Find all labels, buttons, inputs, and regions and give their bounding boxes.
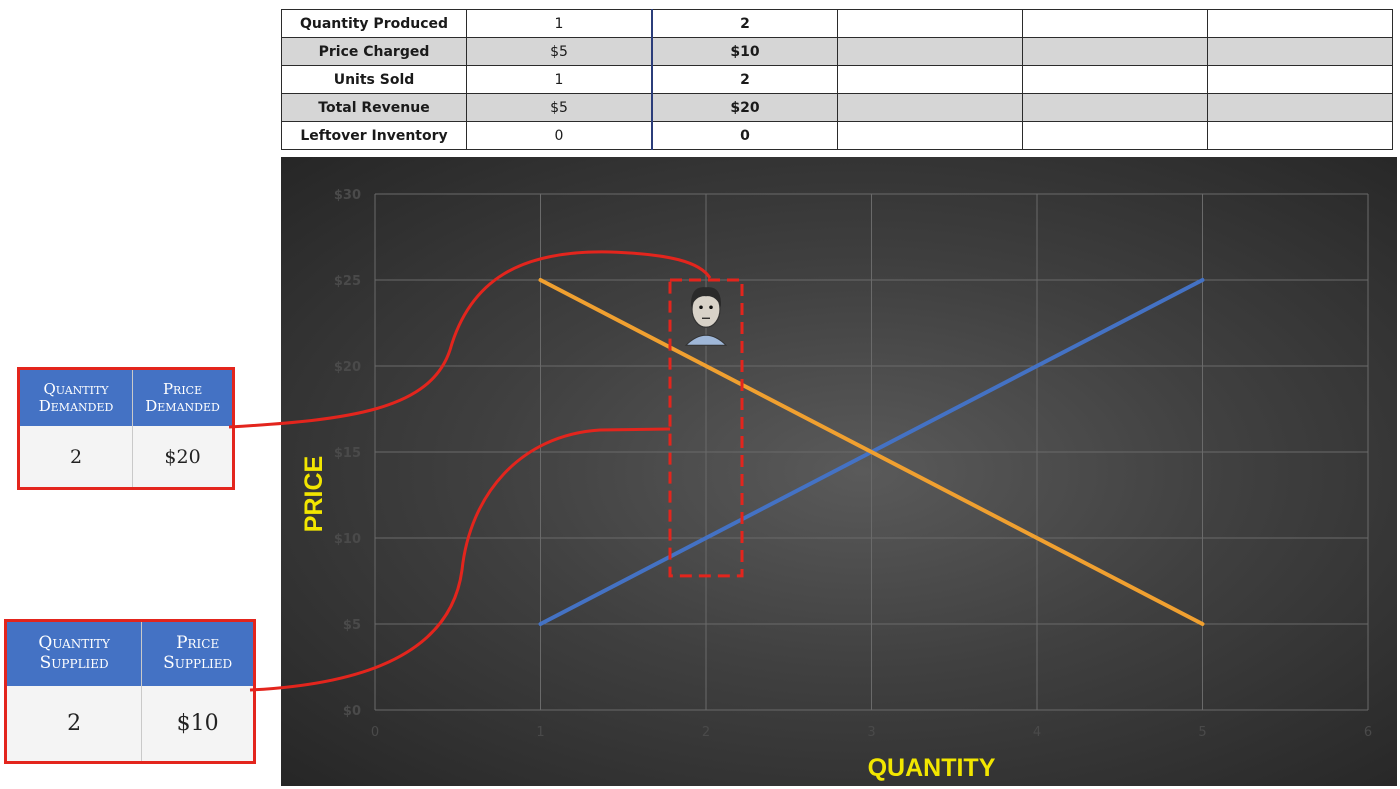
supply-table: Quantity Supplied Price Supplied 2 $10	[4, 619, 256, 764]
table-cell	[837, 37, 1023, 66]
row-label: Total Revenue	[281, 93, 467, 122]
table-cell	[837, 121, 1023, 150]
table-cell: 2	[651, 9, 838, 38]
y-tick-label: $25	[334, 274, 361, 289]
customer-eye-icon	[709, 305, 713, 310]
table-cell	[1207, 121, 1393, 150]
table-cell	[1022, 65, 1208, 94]
customer-eye-icon	[699, 305, 703, 310]
table-cell	[1022, 37, 1208, 66]
table-cell: $5	[466, 93, 653, 122]
row-label: Leftover Inventory	[281, 121, 467, 150]
x-tick-label: 0	[371, 725, 379, 740]
x-tick-label: 2	[702, 725, 710, 740]
quantity-demanded-value: 2	[20, 426, 134, 487]
table-cell	[1207, 9, 1393, 38]
quantity-supplied-value: 2	[7, 686, 143, 761]
highlight-dashed-box	[668, 278, 744, 578]
table-cell: 0	[651, 121, 838, 150]
y-tick-label: $10	[334, 532, 361, 547]
table-cell	[1207, 37, 1393, 66]
x-tick-label: 4	[1033, 725, 1041, 740]
price-supplied-value: $10	[141, 686, 253, 761]
table-cell	[837, 65, 1023, 94]
production-table: Quantity Produced 1 2 Price Charged $5 $10 Uni…	[281, 9, 1393, 150]
table-cell	[837, 93, 1023, 122]
table-cell	[1022, 93, 1208, 122]
y-axis-title: PRICE	[300, 456, 328, 532]
table-row: Leftover Inventory 0 0	[281, 121, 1393, 150]
y-tick-label: $0	[343, 704, 361, 719]
table-cell	[1207, 65, 1393, 94]
supply-demand-chart: 0 1 2 3 4 5 6 $0 $5 $10 $15 $20 $25 $30 QUANTITY PRICE	[281, 157, 1397, 786]
customer-shirt-icon	[684, 334, 728, 346]
table-cell	[1022, 9, 1208, 38]
table-row: Quantity Produced 1 2	[281, 9, 1393, 38]
x-axis-title: QUANTITY	[868, 754, 996, 782]
table-cell: 0	[466, 121, 653, 150]
y-tick-label: $20	[334, 360, 361, 375]
x-tick-label: 1	[536, 725, 544, 740]
table-cell	[1207, 93, 1393, 122]
y-tick-label: $15	[334, 446, 361, 461]
quantity-supplied-header: Quantity Supplied	[7, 622, 143, 686]
demand-table: Quantity Demanded Price Demanded 2 $20	[17, 367, 235, 490]
price-demanded-header: Price Demanded	[132, 370, 232, 426]
table-cell: $10	[651, 37, 838, 66]
table-row: Price Charged $5 $10	[281, 37, 1393, 66]
table-cell	[837, 9, 1023, 38]
x-tick-label: 6	[1364, 725, 1372, 740]
row-label: Units Sold	[281, 65, 467, 94]
table-cell: 1	[466, 65, 653, 94]
price-demanded-value: $20	[132, 426, 232, 487]
row-label: Quantity Produced	[281, 9, 467, 38]
table-cell: $5	[466, 37, 653, 66]
row-label: Price Charged	[281, 37, 467, 66]
y-tick-label: $30	[334, 188, 361, 203]
table-cell: 1	[466, 9, 653, 38]
x-tick-label: 3	[867, 725, 875, 740]
quantity-demanded-header: Quantity Demanded	[20, 370, 134, 426]
table-cell: 2	[651, 65, 838, 94]
y-tick-label: $5	[343, 618, 361, 633]
table-cell: $20	[651, 93, 838, 122]
table-cell	[1022, 121, 1208, 150]
price-supplied-header: Price Supplied	[141, 622, 253, 686]
table-row: Total Revenue $5 $20	[281, 93, 1393, 122]
x-tick-label: 5	[1198, 725, 1206, 740]
chart-svg: 0 1 2 3 4 5 6 $0 $5 $10 $15 $20 $25 $30 QUANTITY PRICE	[300, 188, 1372, 782]
table-row: Units Sold 1 2	[281, 65, 1393, 94]
